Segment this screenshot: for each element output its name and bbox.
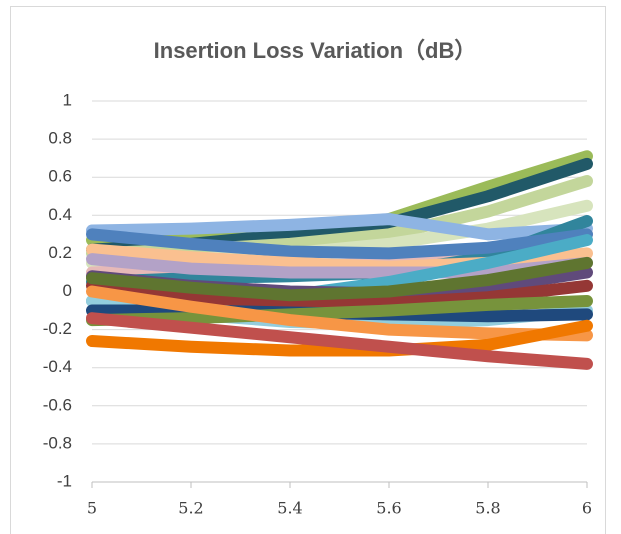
- y-tick-label: 1: [63, 90, 72, 109]
- y-tick-label: -0.8: [43, 433, 72, 452]
- series-line: [86, 295, 593, 327]
- y-tick-label: -0.4: [43, 357, 72, 376]
- x-tick-label: 5.4: [277, 499, 302, 518]
- x-tick-label: 5.8: [475, 499, 500, 518]
- series-line: [86, 228, 593, 260]
- y-tick-label: 0.6: [48, 167, 72, 186]
- x-tick-label: 5: [87, 499, 97, 518]
- series-line: [86, 256, 593, 302]
- chart-title: Insertion Loss Variation（dB）: [154, 38, 477, 63]
- x-tick-label: 6: [582, 499, 592, 518]
- x-tick-label: 5.6: [376, 499, 401, 518]
- series-line: [86, 319, 593, 357]
- series-line: [86, 312, 593, 370]
- y-tick-label: -0.2: [43, 319, 72, 338]
- series-line: [86, 213, 593, 241]
- series-line: [86, 253, 593, 279]
- x-tick-label: 5.2: [178, 499, 203, 518]
- y-tick-label: 0.8: [48, 129, 72, 148]
- series-line: [86, 279, 593, 309]
- y-tick-label: -1: [57, 471, 72, 490]
- y-tick-label: 0: [63, 281, 72, 300]
- y-tick-label: 0.4: [48, 205, 72, 224]
- y-tick-label: -0.6: [43, 395, 72, 414]
- y-tick-label: 0.2: [48, 243, 72, 262]
- series-line: [86, 285, 593, 342]
